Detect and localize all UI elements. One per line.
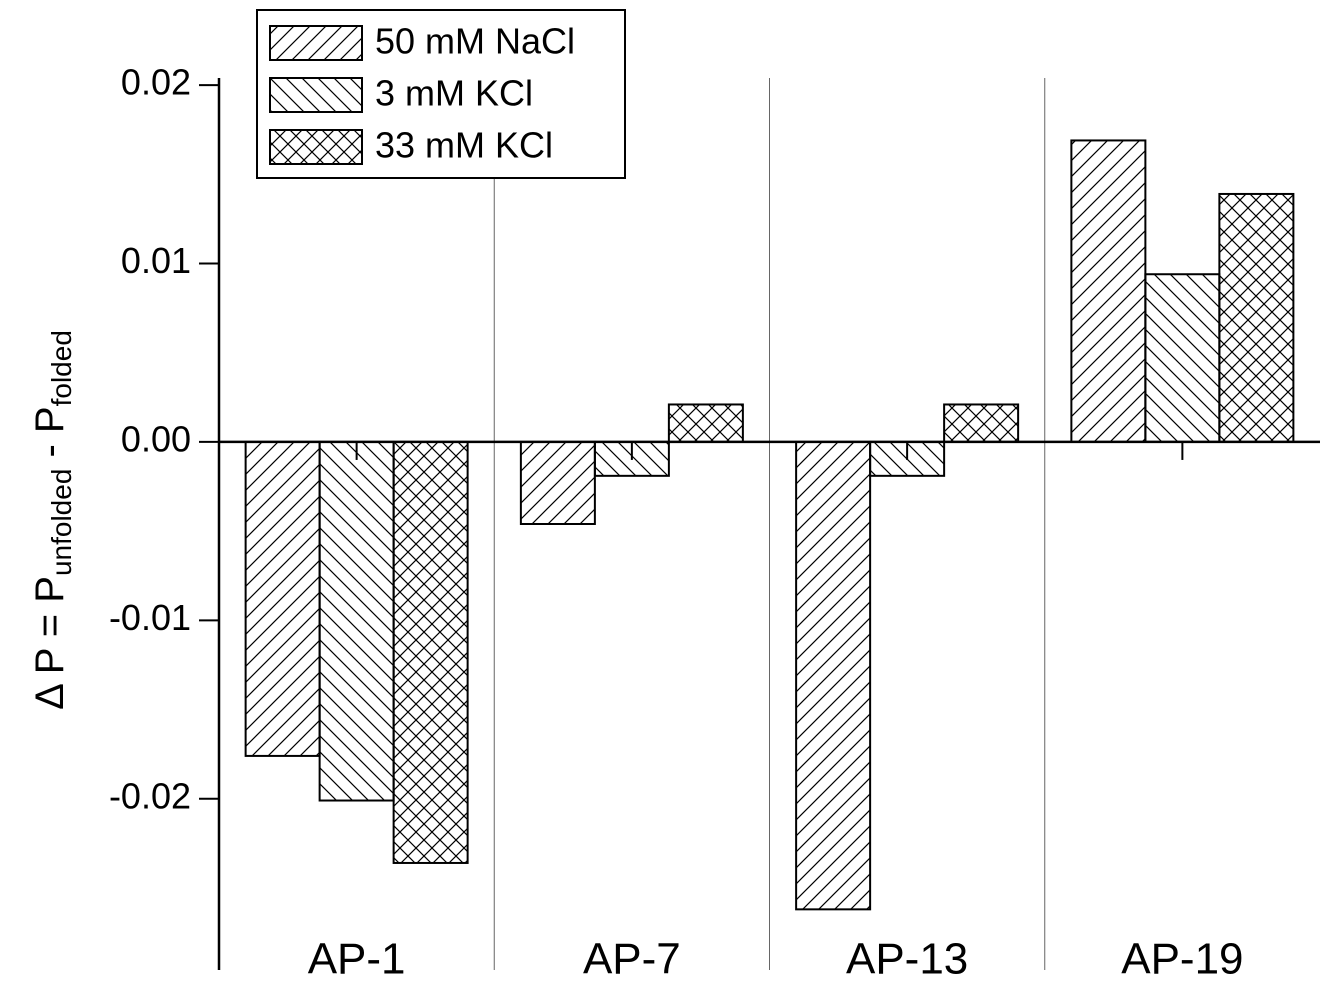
bar [943, 403, 1020, 443]
y-tick-label: -0.02 [109, 775, 191, 816]
bar [795, 440, 872, 911]
y-tick-label: 0.02 [121, 62, 191, 103]
y-tick-label: -0.01 [109, 597, 191, 638]
bar [1070, 139, 1147, 443]
bar [519, 440, 596, 526]
y-tick-label: 0.00 [121, 418, 191, 459]
bar [1218, 192, 1295, 443]
legend-swatch [269, 25, 363, 61]
bar [1144, 273, 1221, 443]
bar [667, 403, 744, 443]
y-label-mid: - P [28, 406, 72, 468]
legend-label: 33 mM KCl [375, 125, 553, 166]
x-tick-label: AP-13 [846, 935, 968, 984]
y-label-sub: folded [46, 330, 77, 406]
y-tick-label: 0.01 [121, 240, 191, 281]
y-axis-label: Δ P = Punfolded - Pfolded [28, 330, 78, 710]
legend-label: 50 mM NaCl [375, 21, 575, 62]
legend-swatch [269, 129, 363, 165]
legend-label: 3 mM KCl [375, 73, 533, 114]
legend-swatch [269, 77, 363, 113]
x-tick-label: AP-1 [308, 935, 406, 984]
y-label-sub: unfolded [46, 469, 77, 576]
y-label-main: Δ P = P [28, 576, 72, 710]
x-tick-label: AP-7 [583, 935, 681, 984]
x-tick-label: AP-19 [1121, 935, 1243, 984]
bar [318, 440, 395, 802]
bar [244, 440, 321, 757]
bar [392, 440, 469, 864]
